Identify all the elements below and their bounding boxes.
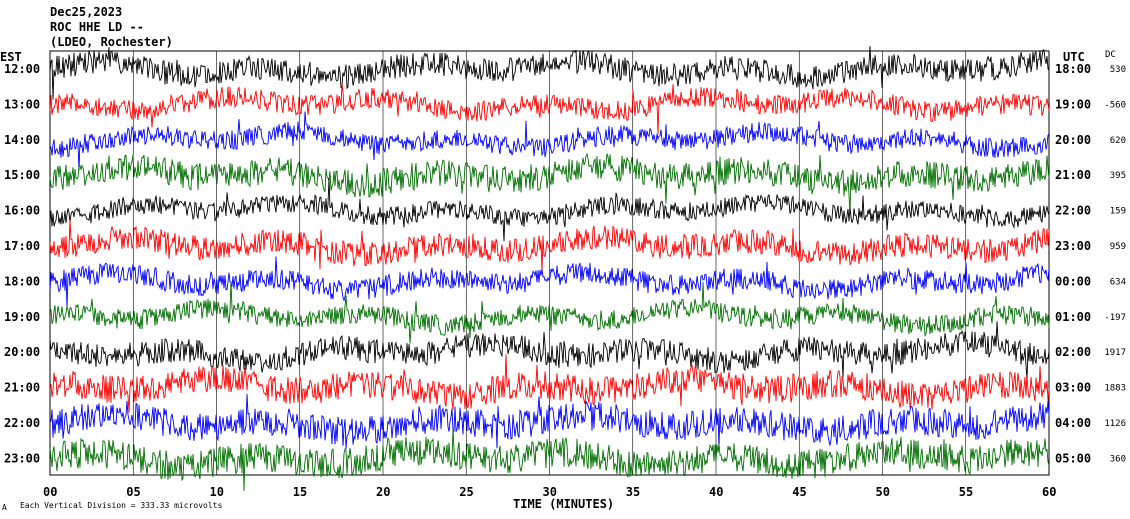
est-label-6: 18:00 (4, 274, 40, 288)
est-label-5: 17:00 (4, 239, 40, 253)
x-tick-00: 00 (43, 485, 57, 499)
plot-frame (49, 50, 1050, 476)
dc-label: DC (1105, 50, 1116, 60)
est-label-9: 21:00 (4, 381, 40, 395)
utc-label-6: 00:00 (1055, 274, 1091, 288)
utc-label-9: 03:00 (1055, 381, 1091, 395)
utc-label-4: 22:00 (1055, 204, 1091, 218)
x-tick-30: 30 (543, 485, 557, 499)
trace-2300 (49, 428, 1050, 491)
x-tick-15: 15 (293, 485, 307, 499)
row-labels: 12:00 18:00 530 13:00 19:00 -560 14:00 20:00 620… (4, 62, 1126, 465)
x-tick-10: 10 (210, 485, 224, 499)
est-label-8: 20:00 (4, 345, 40, 359)
seismic-traces (49, 46, 1050, 491)
utc-label-3: 21:00 (1055, 168, 1091, 182)
est-label-4: 16:00 (4, 204, 40, 218)
dc-value-9: 1883 (1104, 384, 1126, 394)
dc-value-2: 620 (1110, 136, 1126, 146)
x-tick-05: 05 (126, 485, 140, 499)
utc-label-5: 23:00 (1055, 239, 1091, 253)
est-label-1: 13:00 (4, 97, 40, 111)
dc-value-3: 395 (1110, 171, 1126, 181)
utc-label-8: 02:00 (1055, 345, 1091, 359)
trace-1800 (49, 256, 1050, 309)
est-label-10: 22:00 (4, 416, 40, 430)
header-location: (LDEO, Rochester) (50, 35, 173, 49)
utc-label-11: 05:00 (1055, 451, 1091, 465)
trace-2100 (49, 354, 1050, 413)
dc-value-0: 530 (1110, 65, 1126, 75)
utc-label-10: 04:00 (1055, 416, 1091, 430)
dc-value-6: 634 (1110, 277, 1126, 287)
dc-value-1: -560 (1104, 100, 1126, 110)
x-tick-45: 45 (792, 485, 806, 499)
header-date: Dec25,2023 (50, 5, 122, 19)
x-tick-50: 50 (876, 485, 890, 499)
dc-value-5: 959 (1110, 242, 1126, 252)
time-grid (132, 51, 967, 475)
x-axis-label: TIME (MINUTES) (513, 497, 614, 511)
est-label-0: 12:00 (4, 62, 40, 76)
utc-label-0: 18:00 (1055, 62, 1091, 76)
x-tick-55: 55 (959, 485, 973, 499)
dc-value-10: 1126 (1104, 419, 1126, 429)
est-label-3: 15:00 (4, 168, 40, 182)
utc-label-1: 19:00 (1055, 97, 1091, 111)
x-tick-20: 20 (376, 485, 390, 499)
dc-value-7: -197 (1104, 313, 1126, 323)
trace-1700 (49, 219, 1050, 272)
est-label-7: 19:00 (4, 310, 40, 324)
trace-1200 (49, 46, 1050, 100)
trace-1500 (49, 152, 1050, 212)
dc-value-4: 159 (1110, 207, 1126, 217)
trace-2000 (49, 321, 1050, 382)
trace-1900 (49, 281, 1050, 344)
header-station: ROC HHE LD -- (50, 20, 144, 34)
trace-1300 (49, 83, 1050, 135)
right-axis-label: UTC (1063, 50, 1085, 64)
x-axis-ticks: 00 05 10 15 20 25 30 35 40 45 50 55 60 (43, 485, 1056, 499)
dc-value-8: 1917 (1104, 348, 1126, 358)
left-axis-label: EST (0, 50, 22, 64)
utc-label-2: 20:00 (1055, 133, 1091, 147)
x-tick-60: 60 (1042, 485, 1056, 499)
x-tick-35: 35 (626, 485, 640, 499)
utc-label-7: 01:00 (1055, 310, 1091, 324)
trace-2200 (49, 393, 1050, 450)
x-tick-40: 40 (709, 485, 723, 499)
est-label-2: 14:00 (4, 133, 40, 147)
scale-note-marker: A (2, 503, 7, 512)
dc-value-11: 360 (1110, 454, 1126, 464)
trace-1400 (49, 111, 1050, 171)
trace-1600 (49, 178, 1050, 242)
est-label-11: 23:00 (4, 451, 40, 465)
scale-note: Each Vertical Division = 333.33 microvol… (20, 501, 222, 510)
x-tick-25: 25 (459, 485, 473, 499)
